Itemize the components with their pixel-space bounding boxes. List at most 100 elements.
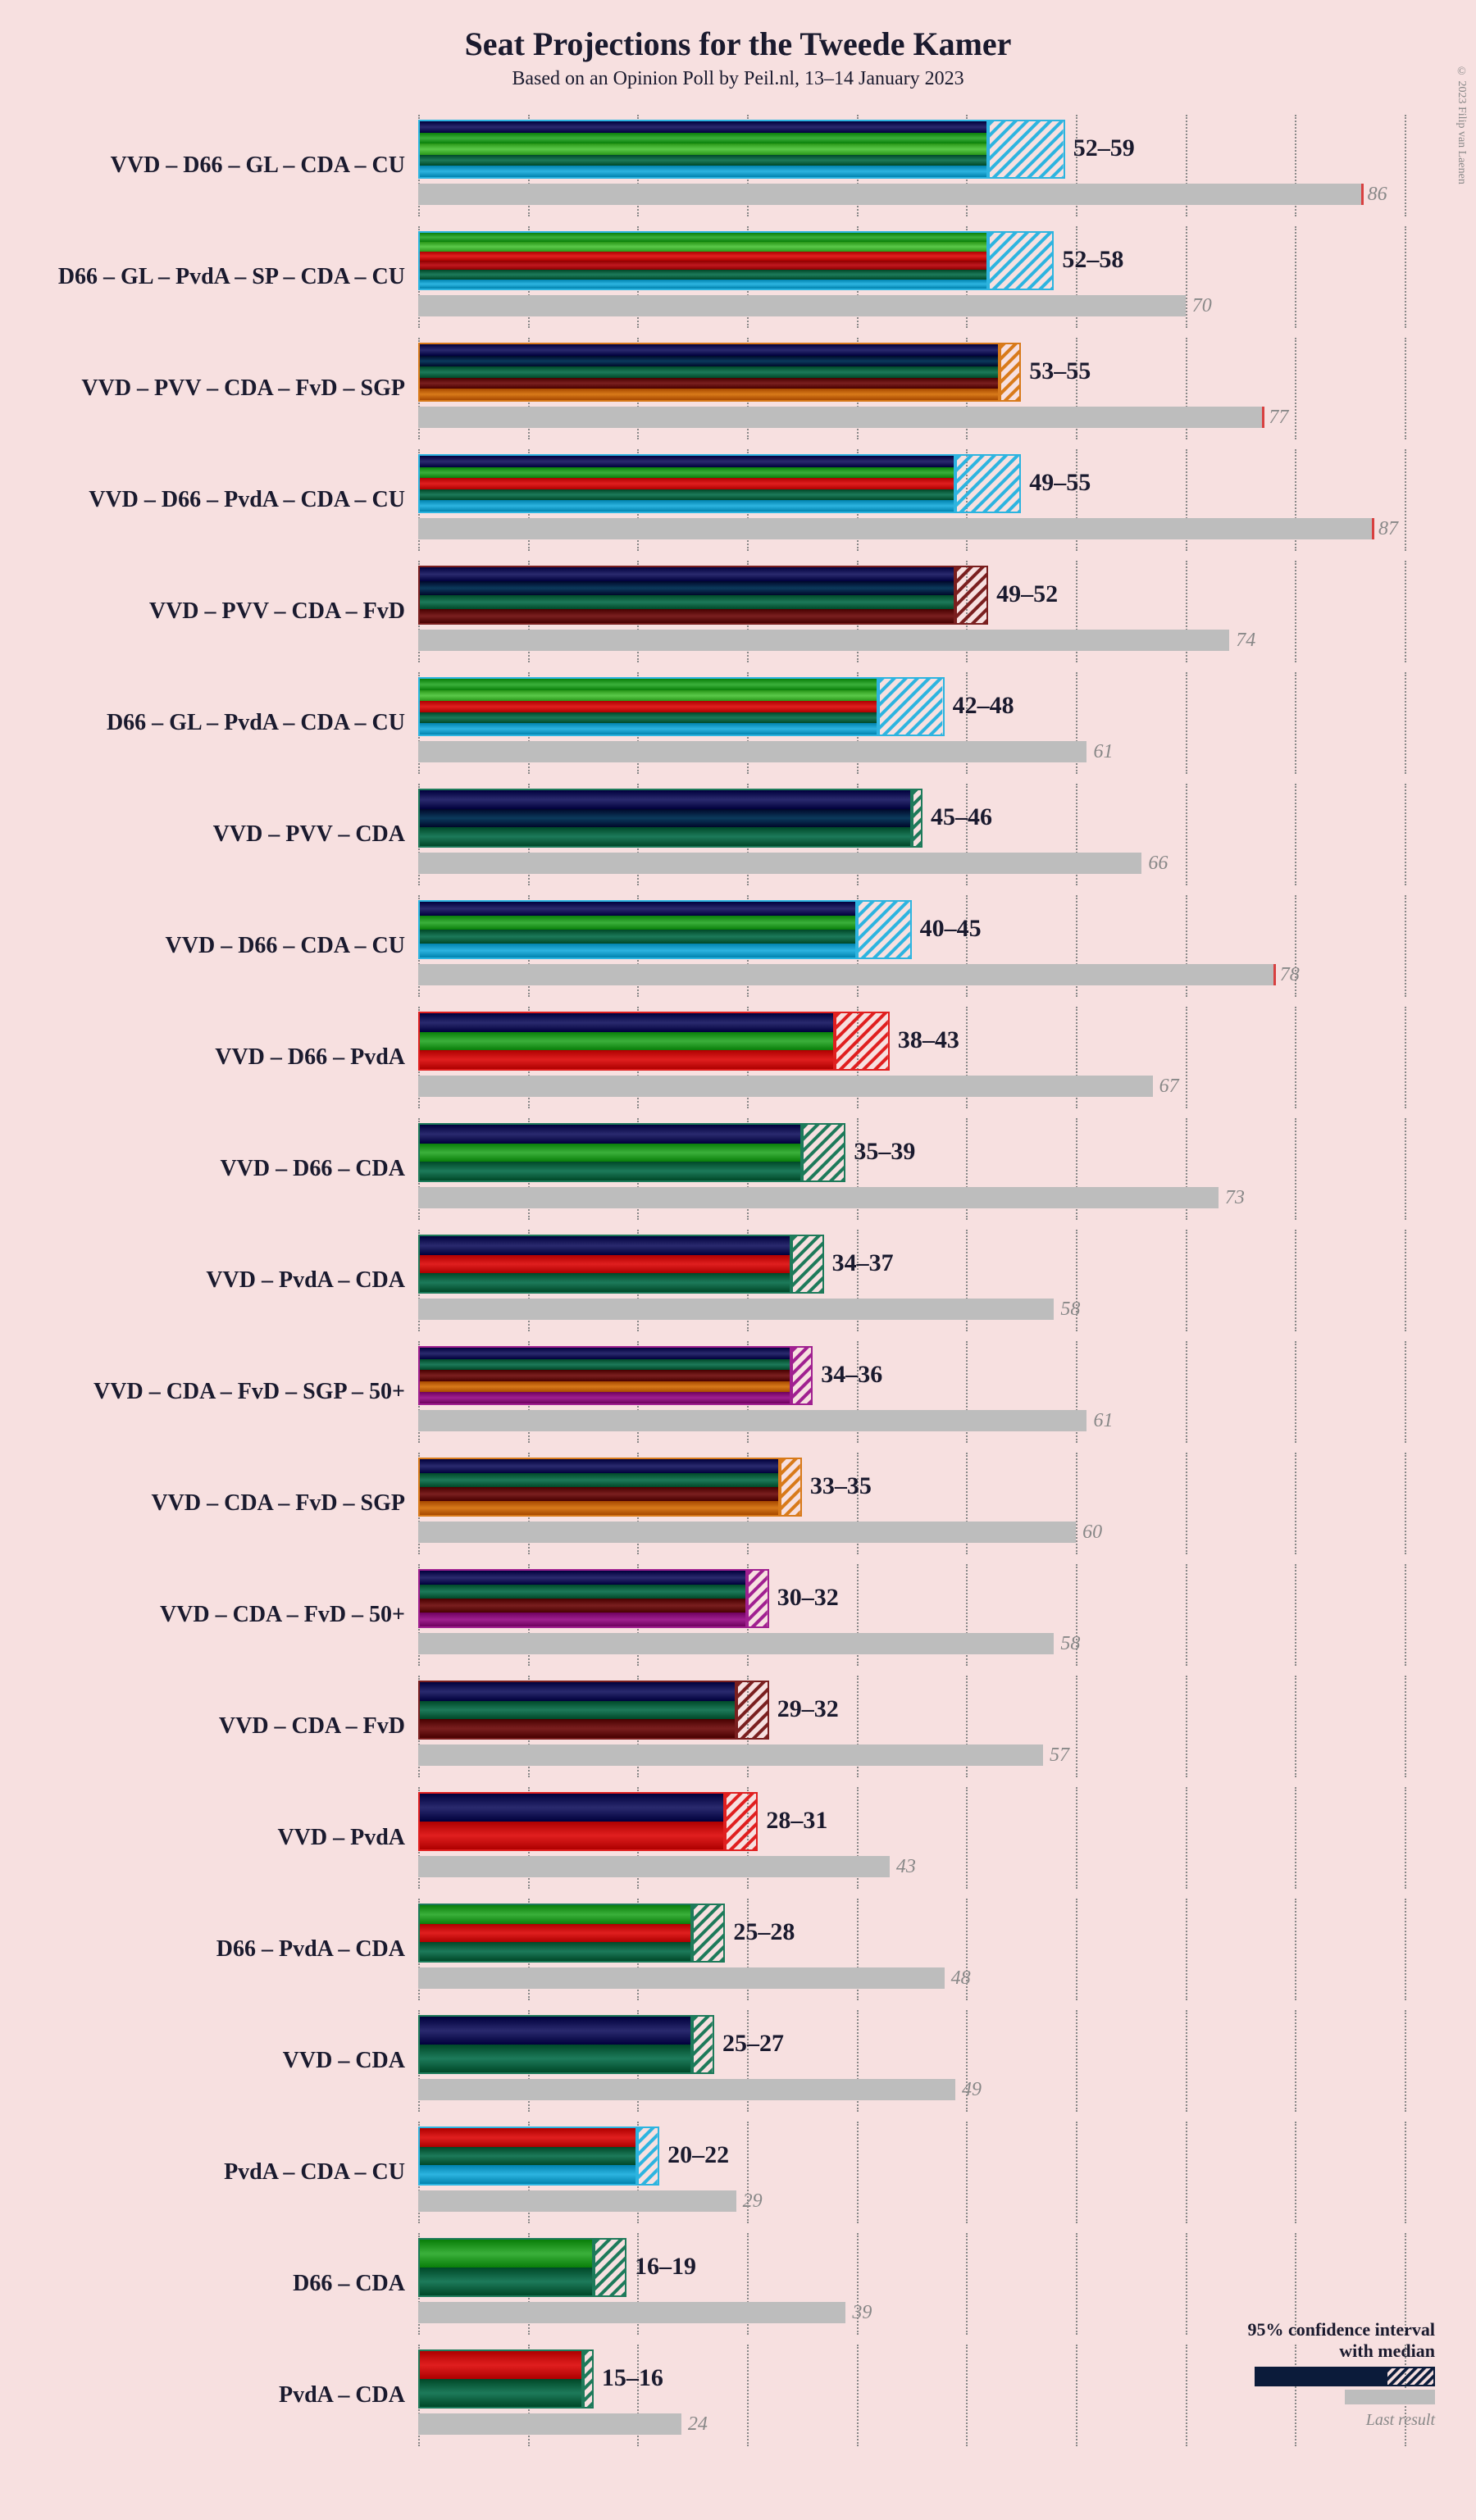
projection-value: 49–55 — [1029, 469, 1091, 497]
majority-marker — [1372, 518, 1374, 539]
majority-marker — [1273, 964, 1276, 985]
coalition-label: D66 – GL – PvdA – SP – CDA – CU — [16, 264, 418, 290]
confidence-interval-box — [1000, 343, 1022, 402]
bars-area: 20–2229 — [418, 2122, 1460, 2223]
projection-value: 52–58 — [1062, 246, 1123, 274]
coalition-row: VVD – D66 – CDA35–3973 — [16, 1118, 1460, 1220]
confidence-interval-box — [802, 1123, 845, 1182]
projection-bar — [418, 1681, 736, 1740]
projection-bar — [418, 1569, 747, 1628]
coalition-row: VVD – D66 – PvdA – CDA – CU49–5587 — [16, 449, 1460, 551]
confidence-interval-box — [988, 231, 1054, 290]
projection-value: 20–22 — [667, 2141, 729, 2169]
last-result-bar — [418, 184, 1361, 205]
projection-bar — [418, 2015, 692, 2074]
confidence-interval-box — [878, 677, 944, 736]
last-result-bar — [418, 1299, 1054, 1320]
coalition-row: VVD – PVV – CDA – FvD – SGP53–5577 — [16, 338, 1460, 439]
confidence-interval-box — [583, 2349, 594, 2409]
last-result-value: 78 — [1280, 964, 1300, 986]
last-result-value: 39 — [852, 2302, 872, 2324]
legend-hatch-box — [1386, 2367, 1435, 2386]
coalition-label: VVD – D66 – CDA — [16, 1156, 418, 1182]
projection-bar — [418, 1012, 835, 1071]
coalition-row: VVD – CDA – FvD – 50+30–3258 — [16, 1564, 1460, 1666]
projection-value: 15–16 — [602, 2364, 663, 2392]
projection-bar — [418, 231, 988, 290]
bars-area: 52–5986 — [418, 115, 1460, 216]
bars-area: 25–2848 — [418, 1899, 1460, 2000]
coalition-row: VVD – CDA – FvD – SGP33–3560 — [16, 1453, 1460, 1554]
last-result-bar — [418, 1967, 945, 1989]
confidence-interval-box — [736, 1681, 769, 1740]
coalition-label: VVD – D66 – PvdA — [16, 1044, 418, 1071]
confidence-interval-box — [692, 1904, 725, 1963]
last-result-bar — [418, 518, 1372, 539]
coalition-label: PvdA – CDA — [16, 2382, 418, 2409]
coalition-row: D66 – PvdA – CDA25–2848 — [16, 1899, 1460, 2000]
last-result-value: 74 — [1236, 630, 1255, 652]
projection-value: 28–31 — [766, 1807, 827, 1835]
last-result-bar — [418, 1744, 1043, 1766]
chart-title: Seat Projections for the Tweede Kamer — [16, 25, 1460, 63]
bars-area: 42–4861 — [418, 672, 1460, 774]
last-result-bar — [418, 407, 1262, 428]
projection-value: 53–55 — [1029, 357, 1091, 385]
projection-bar — [418, 789, 912, 848]
confidence-interval-box — [637, 2127, 659, 2186]
coalition-label: VVD – D66 – GL – CDA – CU — [16, 152, 418, 179]
last-result-value: 60 — [1082, 1522, 1102, 1544]
coalition-row: D66 – GL – PvdA – CDA – CU42–4861 — [16, 672, 1460, 774]
coalition-row: VVD – PvdA – CDA34–3758 — [16, 1230, 1460, 1331]
legend-line2: with median — [1247, 2340, 1435, 2362]
coalition-label: VVD – PVV – CDA — [16, 821, 418, 848]
bars-area: 28–31 43 — [418, 1787, 1460, 1889]
projection-value: 40–45 — [920, 915, 982, 943]
last-result-value: 58 — [1060, 1299, 1080, 1321]
majority-marker — [1262, 407, 1264, 428]
last-result-value: 87 — [1378, 518, 1398, 540]
projection-value: 25–28 — [733, 1918, 795, 1946]
last-result-value: 57 — [1050, 1744, 1069, 1767]
last-result-bar — [418, 1410, 1086, 1431]
projection-bar — [418, 1458, 780, 1517]
coalition-label: VVD – D66 – CDA – CU — [16, 933, 418, 959]
coalition-label: VVD – CDA – FvD — [16, 1713, 418, 1740]
last-result-value: 43 — [896, 1856, 916, 1878]
projection-value: 45–46 — [931, 803, 992, 831]
projection-value: 42–48 — [953, 692, 1014, 720]
coalition-label: VVD – PvdA – CDA — [16, 1267, 418, 1294]
bars-area: 35–3973 — [418, 1118, 1460, 1220]
confidence-interval-box — [791, 1346, 813, 1405]
coalition-label: PvdA – CDA – CU — [16, 2159, 418, 2186]
coalition-row: VVD – D66 – PvdA38–4367 — [16, 1007, 1460, 1108]
bars-area: 49–55 87 — [418, 449, 1460, 551]
last-result-bar — [418, 853, 1141, 874]
bars-area: 45–46 66 — [418, 784, 1460, 885]
last-result-bar — [418, 630, 1229, 651]
coalition-row: VVD – CDA – FvD 29–32 57 — [16, 1676, 1460, 1777]
bars-area: 40–45 78 — [418, 895, 1460, 997]
confidence-interval-box — [747, 1569, 769, 1628]
bars-area: 53–5577 — [418, 338, 1460, 439]
last-result-bar — [418, 2190, 736, 2212]
coalition-row: VVD – CDA25–2749 — [16, 2010, 1460, 2112]
last-result-value: 66 — [1148, 853, 1168, 875]
last-result-bar — [418, 964, 1273, 985]
projection-value: 29–32 — [777, 1695, 839, 1723]
coalition-label: VVD – CDA – FvD – SGP — [16, 1490, 418, 1517]
coalition-row: D66 – GL – PvdA – SP – CDA – CU52–5870 — [16, 226, 1460, 328]
projection-value: 34–36 — [821, 1361, 882, 1389]
projection-value: 25–27 — [722, 2030, 784, 2058]
last-result-bar — [418, 1856, 890, 1877]
legend-main-bar — [1255, 2367, 1386, 2386]
coalition-label: D66 – PvdA – CDA — [16, 1936, 418, 1963]
last-result-bar — [418, 1633, 1054, 1654]
coalition-label: VVD – PvdA — [16, 1825, 418, 1851]
confidence-interval-box — [912, 789, 922, 848]
majority-marker — [1361, 184, 1364, 205]
bars-area: 52–5870 — [418, 226, 1460, 328]
coalition-row: PvdA – CDA – CU20–2229 — [16, 2122, 1460, 2223]
projection-value: 30–32 — [777, 1584, 839, 1612]
last-result-bar — [418, 1522, 1076, 1543]
